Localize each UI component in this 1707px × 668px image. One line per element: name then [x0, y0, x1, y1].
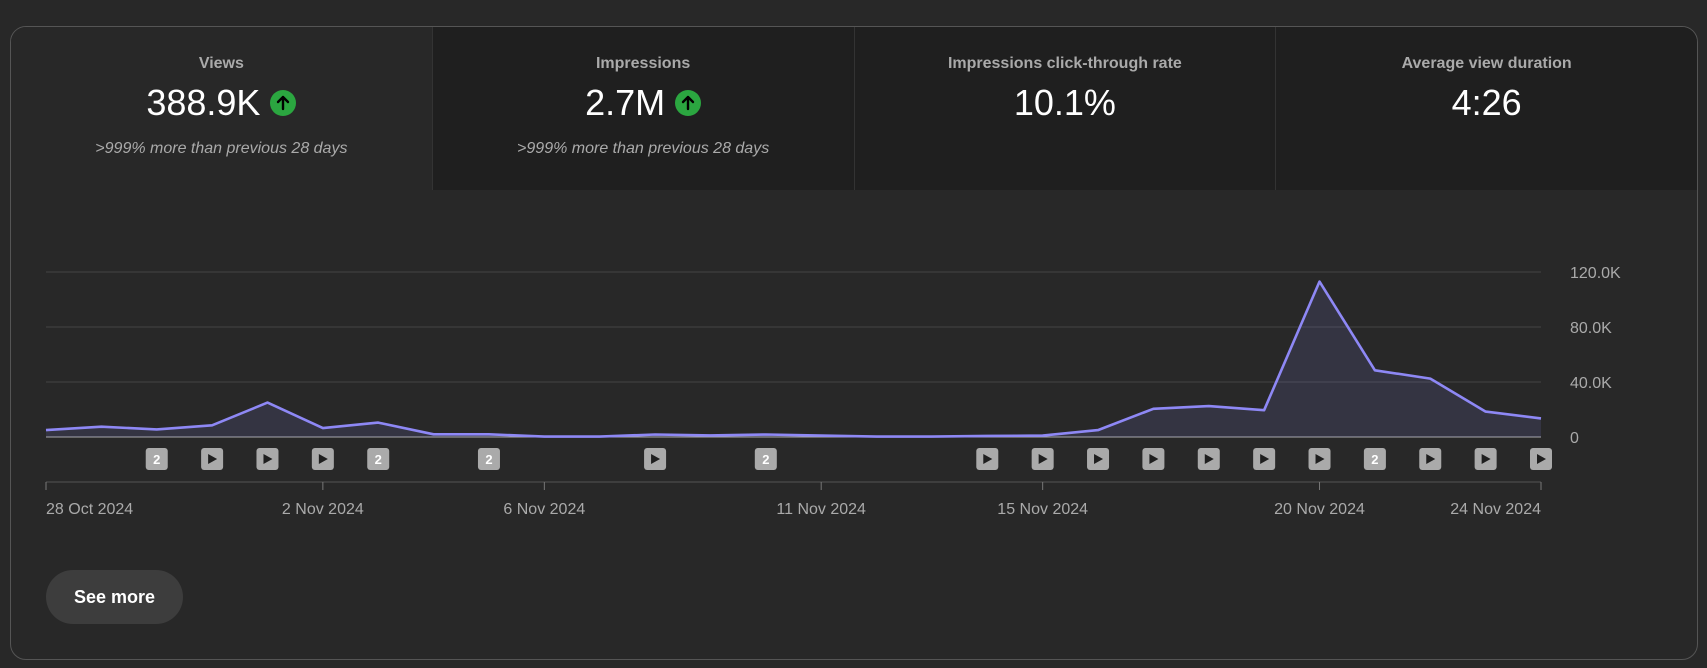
- video-published-marker[interactable]: [1474, 448, 1497, 470]
- play-icon: [1426, 454, 1436, 464]
- metric-label: Average view duration: [1401, 55, 1572, 72]
- play-icon: [208, 454, 218, 464]
- marker-count: 2: [485, 452, 492, 467]
- marker-count: 2: [762, 452, 769, 467]
- play-icon: [1315, 454, 1325, 464]
- metric-value: 2.7M: [585, 82, 666, 123]
- video-published-marker[interactable]: [1530, 448, 1552, 470]
- video-published-marker[interactable]: [311, 448, 334, 470]
- metric-tabs: Views 388.9K >999% more than previous 28…: [11, 27, 1697, 190]
- arrow-up-icon: [270, 90, 297, 116]
- metric-value: 10.1%: [1013, 82, 1116, 123]
- video-published-marker[interactable]: [1419, 448, 1442, 470]
- video-published-marker[interactable]: [1087, 448, 1110, 470]
- metric-value: 388.9K: [146, 82, 261, 123]
- metric-label: Impressions: [595, 55, 691, 72]
- multi-video-marker[interactable]: 2: [145, 448, 168, 470]
- marker-background: [1363, 448, 1386, 470]
- metric-comparison: >999% more than previous 28 days: [95, 140, 348, 157]
- video-published-marker[interactable]: [201, 448, 224, 470]
- arrow-up-icon: [675, 90, 702, 116]
- marker-background: [367, 448, 390, 470]
- video-published-marker[interactable]: [1308, 448, 1331, 470]
- multi-video-marker[interactable]: 2: [1363, 448, 1386, 470]
- video-published-marker[interactable]: [1031, 448, 1054, 470]
- marker-count: 2: [1371, 452, 1378, 467]
- video-published-marker[interactable]: [1142, 448, 1165, 470]
- play-icon: [651, 454, 661, 464]
- analytics-card: Views 388.9K >999% more than previous 28…: [10, 26, 1698, 660]
- play-icon: [1038, 454, 1048, 464]
- marker-background: [145, 448, 168, 470]
- marker-background: [477, 448, 500, 470]
- video-published-marker[interactable]: [1197, 448, 1220, 470]
- play-icon: [1204, 454, 1214, 464]
- marker-count: 2: [375, 452, 382, 467]
- multi-video-marker[interactable]: 2: [477, 448, 500, 470]
- marker-count: 2: [153, 452, 160, 467]
- play-icon: [1094, 454, 1104, 464]
- metric-value: 4:26: [1451, 82, 1522, 123]
- see-more-button[interactable]: See more: [46, 570, 183, 624]
- video-published-marker[interactable]: [256, 448, 279, 470]
- video-published-marker[interactable]: [976, 448, 999, 470]
- metric-label: Views: [198, 55, 244, 72]
- metric-label: Impressions click-through rate: [947, 55, 1182, 72]
- multi-video-marker[interactable]: 2: [754, 448, 777, 470]
- metric-tab-views[interactable]: Views 388.9K >999% more than previous 28…: [11, 27, 432, 190]
- metric-tab-ctr[interactable]: Impressions click-through rate 10.1%: [853, 27, 1276, 190]
- metric-comparison: >999% more than previous 28 days: [517, 140, 770, 157]
- video-published-marker[interactable]: [1253, 448, 1276, 470]
- play-icon: [1260, 454, 1270, 464]
- marker-background: [754, 448, 777, 470]
- multi-video-marker[interactable]: 2: [367, 448, 390, 470]
- play-icon: [1149, 454, 1159, 464]
- play-icon: [983, 454, 993, 464]
- video-published-marker[interactable]: [644, 448, 667, 470]
- play-icon: [263, 454, 273, 464]
- play-icon: [318, 454, 328, 464]
- metric-tab-avg-view-duration[interactable]: Average view duration 4:26: [1275, 27, 1697, 190]
- metric-tab-impressions[interactable]: Impressions 2.7M >999% more than previou…: [431, 27, 854, 190]
- play-icon: [1537, 454, 1546, 464]
- play-icon: [1481, 454, 1491, 464]
